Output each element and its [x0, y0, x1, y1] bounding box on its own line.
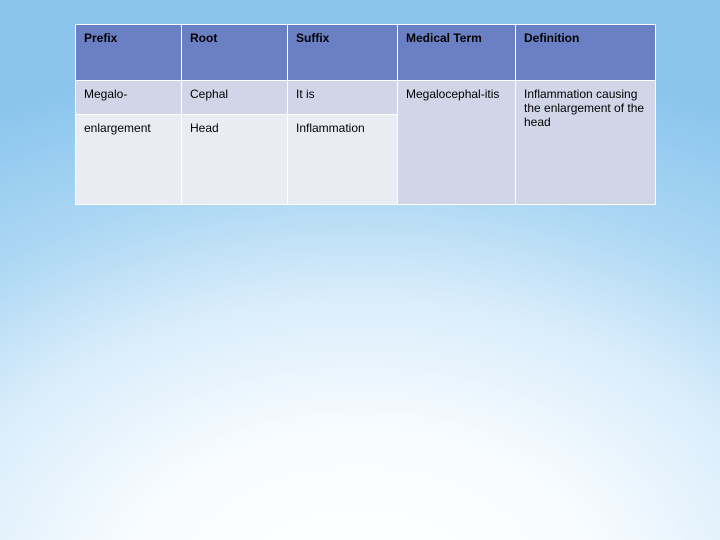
cell-prefix: Megalo-: [76, 81, 182, 115]
col-header-root: Root: [182, 25, 288, 81]
header-row: PrefixRootSuffixMedical TermDefinition: [76, 25, 656, 81]
cell-definition: Inflammation causing the enlargement of …: [516, 81, 656, 205]
cell-suffix: It is: [288, 81, 398, 115]
col-header-suffix: Suffix: [288, 25, 398, 81]
cell-root: Cephal: [182, 81, 288, 115]
col-header-definition: Definition: [516, 25, 656, 81]
table-body: Megalo-CephalIt isMegalocephal-itisInfla…: [76, 81, 656, 205]
table-row: Megalo-CephalIt isMegalocephal-itisInfla…: [76, 81, 656, 115]
cell-medical: Megalocephal-itis: [398, 81, 516, 205]
table-head: PrefixRootSuffixMedical TermDefinition: [76, 25, 656, 81]
col-header-medical: Medical Term: [398, 25, 516, 81]
cell-root: Head: [182, 115, 288, 205]
cell-suffix: Inflammation: [288, 115, 398, 205]
col-header-prefix: Prefix: [76, 25, 182, 81]
medical-terms-table: PrefixRootSuffixMedical TermDefinition M…: [75, 24, 656, 205]
slide: PrefixRootSuffixMedical TermDefinition M…: [0, 0, 720, 540]
cell-prefix: enlargement: [76, 115, 182, 205]
